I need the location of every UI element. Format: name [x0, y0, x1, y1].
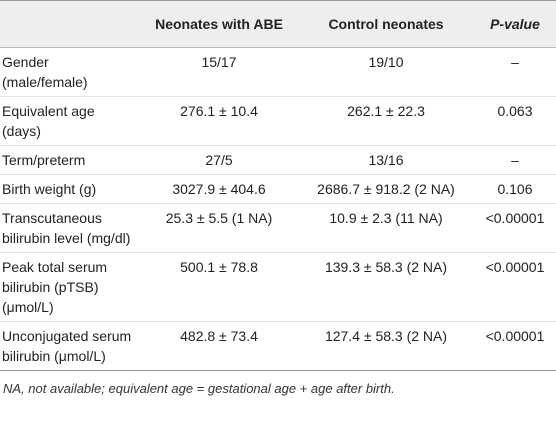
data-table: Neonates with ABE Control neonates P-value…	[0, 0, 556, 371]
table-row: Term/preterm 27/5 13/16–	[0, 145, 556, 175]
cell: 27/5	[140, 145, 298, 175]
cell: 500.1 ± 78.8	[140, 252, 298, 322]
cell: 262.1 ± 22.3	[298, 96, 474, 146]
cell: 0.063	[474, 96, 556, 146]
cell: 0.106	[474, 174, 556, 204]
cell: <0.00001	[474, 321, 556, 371]
table-body: Gender (male/female) 15/17 19/10– Equivalen…	[0, 47, 556, 371]
cell: 13/16	[298, 145, 474, 175]
cell: –	[474, 145, 556, 175]
row-label: Unconjugated serum bilirubin (μmol/L)	[0, 321, 140, 371]
cell: 3027.9 ± 404.6	[140, 174, 298, 204]
cell: 19/10	[298, 47, 474, 97]
table-row: Transcutaneous bilirubin level (mg/dl) 25…	[0, 203, 556, 253]
header-cell	[0, 0, 140, 48]
footnote: NA, not available; equivalent age = gest…	[3, 381, 395, 396]
row-label: Term/preterm	[0, 145, 140, 175]
header-cell: P-value	[474, 0, 556, 48]
table-row: Gender (male/female) 15/17 19/10–	[0, 47, 556, 97]
cell: –	[474, 47, 556, 97]
cell: 2686.7 ± 918.2 (2 NA)	[298, 174, 474, 204]
table-row: Birth weight (g) 3027.9 ± 404.6 2686.7 ± 9…	[0, 174, 556, 204]
cell: 127.4 ± 58.3 (2 NA)	[298, 321, 474, 371]
cell: 482.8 ± 73.4	[140, 321, 298, 371]
cell: 25.3 ± 5.5 (1 NA)	[140, 203, 298, 253]
cell: 10.9 ± 2.3 (11 NA)	[298, 203, 474, 253]
cell: 139.3 ± 58.3 (2 NA)	[298, 252, 474, 322]
table-row: Peak total serum bilirubin (pTSB) (μmol/…	[0, 252, 556, 322]
cell: 276.1 ± 10.4	[140, 96, 298, 146]
row-label: Peak total serum bilirubin (pTSB) (μmol/…	[0, 252, 140, 322]
row-label: Gender (male/female)	[0, 47, 140, 97]
row-label: Equivalent age (days)	[0, 96, 140, 146]
header-row: Neonates with ABE Control neonates P-value	[0, 0, 556, 48]
table-row: Unconjugated serum bilirubin (μmol/L) 482…	[0, 321, 556, 371]
row-label: Transcutaneous bilirubin level (mg/dl)	[0, 203, 140, 253]
cell: <0.00001	[474, 252, 556, 322]
cell: <0.00001	[474, 203, 556, 253]
table-row: Equivalent age (days) 276.1 ± 10.4 262.1 ±…	[0, 96, 556, 146]
header-cell: Neonates with ABE	[140, 0, 298, 48]
header-cell: Control neonates	[298, 0, 474, 48]
row-label: Birth weight (g)	[0, 174, 140, 204]
cell: 15/17	[140, 47, 298, 97]
